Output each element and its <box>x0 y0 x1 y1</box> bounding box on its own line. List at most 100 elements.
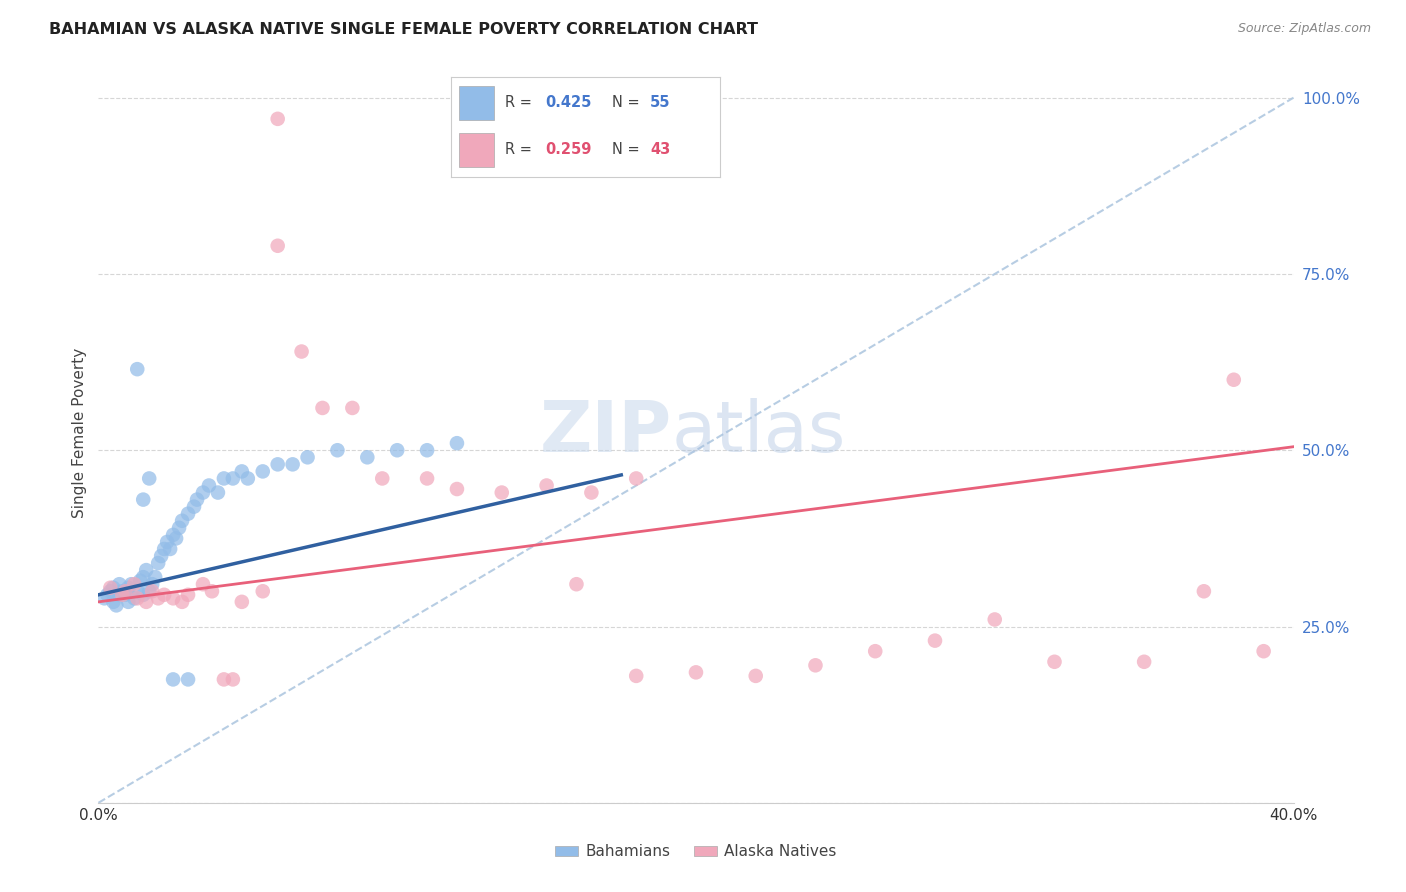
Point <box>159 541 181 556</box>
Point <box>536 478 558 492</box>
Point <box>120 577 142 591</box>
Point <box>491 485 513 500</box>
Point <box>127 591 149 606</box>
Text: BAHAMIAN VS ALASKA NATIVE SINGLE FEMALE POVERTY CORRELATION CHART: BAHAMIAN VS ALASKA NATIVE SINGLE FEMALE … <box>49 22 758 37</box>
Point <box>865 644 887 658</box>
Point <box>135 563 157 577</box>
Point <box>172 595 194 609</box>
Point <box>127 584 149 599</box>
Point <box>416 443 439 458</box>
Point <box>162 591 184 606</box>
Point <box>103 595 125 609</box>
Point <box>114 584 136 599</box>
Point <box>132 570 155 584</box>
Point <box>297 450 319 465</box>
Point <box>153 588 176 602</box>
Point <box>342 401 364 415</box>
Point <box>191 577 214 591</box>
Point <box>326 443 349 458</box>
Point <box>745 669 768 683</box>
Point <box>207 485 229 500</box>
Point <box>138 471 160 485</box>
Point <box>162 528 184 542</box>
Point <box>165 532 187 546</box>
Point <box>291 344 314 359</box>
Point <box>132 588 155 602</box>
Point <box>114 588 136 602</box>
Point <box>626 471 648 485</box>
Point <box>198 478 221 492</box>
Point <box>141 584 163 599</box>
Point <box>103 581 125 595</box>
Point <box>252 584 274 599</box>
Point <box>141 577 163 591</box>
Point <box>124 577 146 591</box>
Point <box>117 581 139 595</box>
Point <box>1192 584 1215 599</box>
Point <box>924 633 946 648</box>
Point <box>371 471 394 485</box>
Text: Source: ZipAtlas.com: Source: ZipAtlas.com <box>1237 22 1371 36</box>
Point <box>177 673 200 687</box>
Point <box>685 665 707 680</box>
Point <box>177 588 200 602</box>
Point <box>98 581 122 595</box>
Point <box>138 584 160 599</box>
Point <box>148 556 170 570</box>
Point <box>98 584 122 599</box>
Point <box>111 588 134 602</box>
Point <box>222 471 245 485</box>
Point <box>212 471 235 485</box>
Point <box>222 673 245 687</box>
Point <box>183 500 205 514</box>
Point <box>93 591 115 606</box>
Point <box>124 591 146 606</box>
Point <box>1043 655 1066 669</box>
Point <box>231 595 253 609</box>
Text: ZIP: ZIP <box>540 398 672 467</box>
Point <box>565 577 588 591</box>
Point <box>96 588 118 602</box>
Point <box>108 588 131 602</box>
Point <box>135 595 157 609</box>
Point <box>172 514 194 528</box>
Point <box>1223 373 1246 387</box>
Point <box>446 482 468 496</box>
Point <box>108 577 131 591</box>
Point <box>156 535 179 549</box>
Point <box>385 443 409 458</box>
Point <box>1133 655 1156 669</box>
Point <box>267 239 290 253</box>
Point <box>105 599 128 613</box>
Point <box>162 673 184 687</box>
Point <box>804 658 827 673</box>
Point <box>111 584 134 599</box>
Point <box>117 595 139 609</box>
Point <box>129 574 152 588</box>
Point <box>148 591 170 606</box>
Point <box>416 471 439 485</box>
Point <box>153 541 176 556</box>
Point <box>212 673 235 687</box>
Legend: Bahamians, Alaska Natives: Bahamians, Alaska Natives <box>550 838 842 865</box>
Point <box>267 458 290 472</box>
Point <box>177 507 200 521</box>
Point <box>191 485 214 500</box>
Point <box>281 458 304 472</box>
Point <box>267 112 290 126</box>
Point <box>356 450 378 465</box>
Point <box>150 549 173 563</box>
Text: atlas: atlas <box>672 398 846 467</box>
Point <box>984 612 1007 626</box>
Point <box>201 584 224 599</box>
Point <box>167 521 190 535</box>
Point <box>446 436 468 450</box>
Point <box>231 464 253 478</box>
Point <box>186 492 208 507</box>
Point <box>581 485 603 500</box>
Point <box>311 401 333 415</box>
Point <box>1253 644 1275 658</box>
Point <box>143 570 166 584</box>
Point <box>127 362 149 376</box>
Point <box>236 471 259 485</box>
